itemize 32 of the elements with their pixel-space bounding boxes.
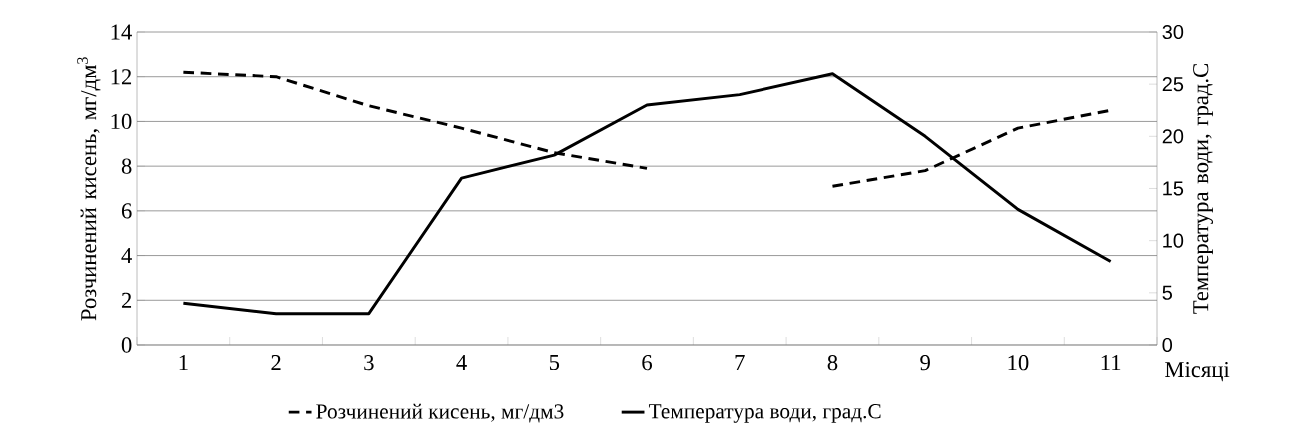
y2-tick-label: 25 [1162,77,1184,92]
x-tick-label: 7 [735,355,745,370]
line-series [181,72,1113,316]
y2-tick-label: 30 [1162,24,1184,40]
y-tick-label: 8 [121,158,132,174]
y-axis-title: Розчинений кисень, мг/дм$^{3}$ [77,57,101,321]
x-tick-label: 5 [549,355,560,371]
x-tick-label: 10 [1008,355,1029,371]
y-tick-label: 10 [111,113,132,130]
y2-axis-title: Температура води, град.С [1193,64,1214,314]
x-tick-label: 1 [179,355,188,371]
y2-tick-label: 20 [1162,129,1184,144]
y2-tick-label: 10 [1163,233,1184,248]
x-tick-label: 11 [1101,355,1121,371]
x-tick-label: 4 [456,355,467,370]
legend-label: Розчинений кисень, мг/дм3 [316,403,564,423]
legend-label: Температура води, град.С [648,404,881,423]
x-tick-label: 3 [364,355,374,371]
y-tick-label: 14 [111,24,132,40]
x-tick-label: 2 [271,355,281,371]
x-tick-label: 6 [642,355,653,371]
y-tick-label: 12 [111,69,132,85]
y-tick-label: 4 [121,248,132,264]
x-tick-label: 8 [827,355,838,371]
x-tick-label: 9 [920,355,930,371]
y-tick-label: 0 [121,337,132,353]
y-tick-label: 6 [121,203,132,219]
y2-tick-label: 0 [1162,337,1173,353]
y2-tick-label: 15 [1163,181,1184,196]
y-tick-label: 2 [121,292,132,308]
x-axis-title: Місяці [1165,361,1230,382]
y2-tick-label: 5 [1162,285,1173,300]
